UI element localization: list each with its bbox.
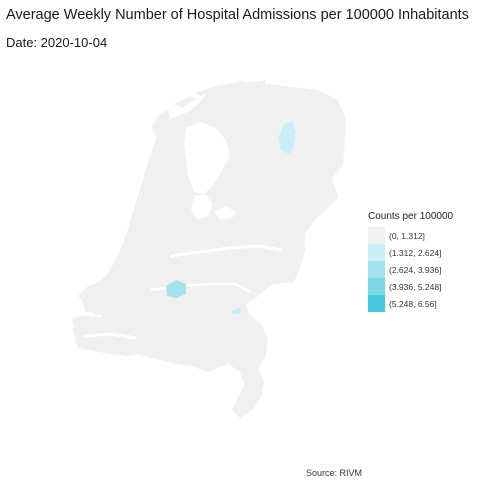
- map-river-waal: [169, 244, 283, 258]
- map-zeeland-flanders: [74, 336, 150, 356]
- map-zeeland-north: [82, 296, 112, 312]
- legend-item: (5.248, 6.56]: [368, 295, 453, 312]
- legend-label: (2.624, 3.936]: [389, 264, 442, 275]
- map-region-small-south: [232, 308, 241, 314]
- map-wadden-vlieland: [174, 96, 196, 108]
- legend-key-swatch: [368, 295, 385, 312]
- map-wadden-terschelling: [196, 86, 222, 96]
- legend-items: (0, 1.312] (1.312, 2.624] (2.624, 3.936] (3…: [368, 227, 453, 312]
- legend-key-swatch: [368, 261, 385, 278]
- legend-label: (3.936, 5.248]: [389, 281, 442, 292]
- legend-item: (0, 1.312]: [368, 227, 453, 244]
- map-randmeer: [214, 206, 236, 220]
- legend-title: Counts per 100000: [368, 211, 454, 222]
- legend-item: (2.624, 3.936]: [368, 261, 453, 278]
- map-region-utrecht-south: [166, 280, 186, 298]
- map-region-friesland-lakes: [278, 122, 296, 154]
- map-markermeer: [191, 194, 212, 220]
- map-ijsselmeer: [184, 122, 230, 194]
- chart-subtitle: Date: 2020-10-04: [6, 35, 108, 50]
- map-wadden-schiermonnikoog: [252, 80, 266, 85]
- chart-title: Average Weekly Number of Hospital Admiss…: [6, 7, 469, 23]
- map-scheldt: [83, 332, 137, 340]
- map-wadden-texel: [152, 110, 170, 138]
- legend-key-swatch: [368, 227, 385, 244]
- legend-item: (3.936, 5.248]: [368, 278, 453, 295]
- map-wadden-ameland: [226, 81, 246, 87]
- map-zeeland-mid: [72, 314, 106, 332]
- legend-label: (1.312, 2.624]: [389, 247, 442, 258]
- legend-item: (1.312, 2.624]: [368, 244, 453, 261]
- source-caption: Source: RIVM: [306, 468, 363, 478]
- map-legend: Counts per 100000 (0, 1.312] (1.312, 2.62…: [368, 211, 453, 312]
- map-noord-holland: [142, 118, 186, 216]
- legend-label: (5.248, 6.56]: [389, 298, 437, 309]
- legend-key-swatch: [368, 244, 385, 261]
- legend-key-swatch: [368, 278, 385, 295]
- legend-label: (0, 1.312]: [389, 230, 425, 241]
- map-oosterschelde: [77, 312, 103, 318]
